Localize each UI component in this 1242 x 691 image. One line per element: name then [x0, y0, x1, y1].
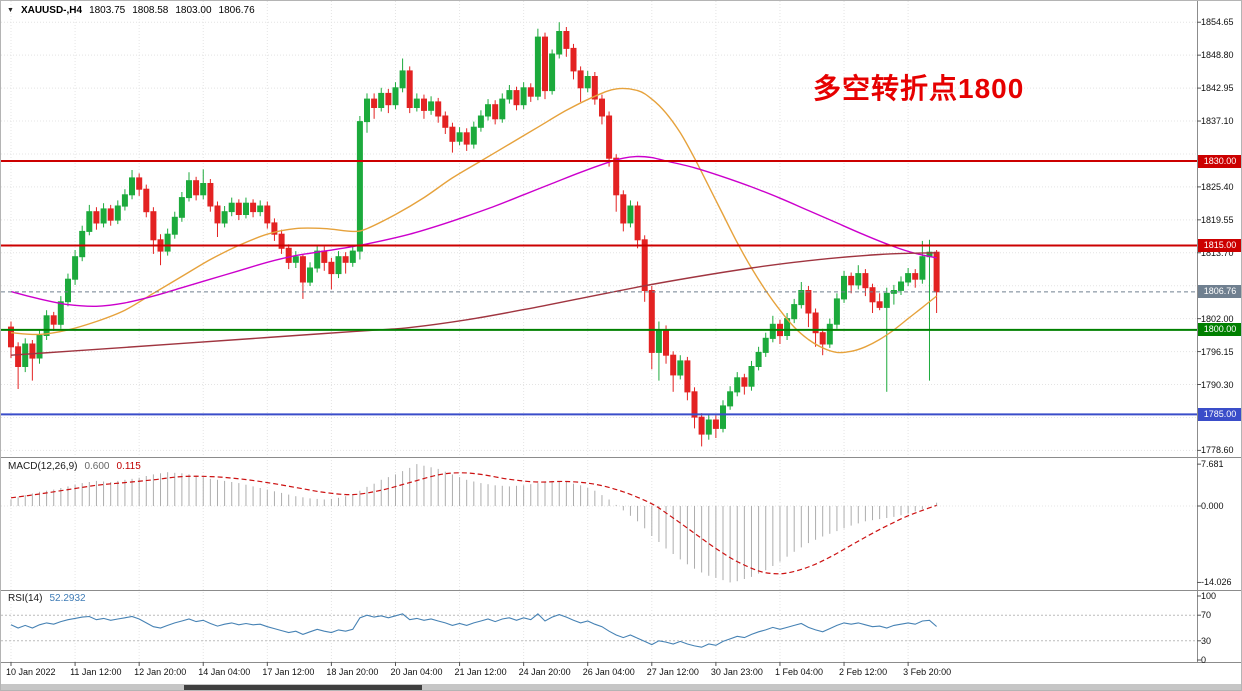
macd-signal-value: 0.115	[116, 461, 141, 472]
price-badge: 1785.00	[1198, 407, 1241, 421]
chart-title: ▼ XAUUSD-,H4 1803.75 1808.58 1803.00 180…	[7, 5, 255, 16]
price-badge: 1815.00	[1198, 238, 1241, 252]
ohlc-low: 1803.00	[175, 5, 212, 16]
ohlc-close: 1806.76	[218, 5, 255, 16]
axis-ticks	[10, 21, 1201, 666]
ma-fast-line	[10, 87, 938, 354]
macd-histogram	[10, 464, 938, 583]
ohlc-high: 1808.58	[132, 5, 169, 16]
rsi-name-label: RSI(14)	[8, 593, 43, 604]
candles-series	[8, 22, 940, 447]
scrollbar-thumb[interactable]	[184, 685, 422, 690]
grid	[1, 1, 1197, 662]
pane-separators	[1, 1, 1241, 663]
price-badge: 1800.00	[1198, 323, 1241, 337]
chart-collapse-icon[interactable]: ▼	[7, 7, 14, 14]
ohlc-open: 1803.75	[89, 5, 126, 16]
macd-signal-line	[10, 472, 937, 575]
annotation-text: 多空转折点1800	[813, 73, 1025, 104]
price-badge: 1806.76	[1198, 285, 1241, 299]
rsi-line	[10, 613, 937, 648]
ma-medium-line	[10, 155, 937, 308]
rsi-pane-label: RSI(14) 52.2932	[8, 593, 86, 604]
rsi-level-lines	[1, 614, 1197, 642]
bottom-scrollbar[interactable]	[1, 684, 1241, 690]
macd-name-label: MACD(12,26,9)	[8, 461, 78, 472]
symbol-period-label: XAUUSD-,H4	[20, 5, 83, 16]
price-badge: 1830.00	[1198, 154, 1241, 168]
macd-pane-label: MACD(12,26,9) 0.600 0.115	[8, 461, 141, 472]
macd-main-value: 0.600	[84, 461, 110, 472]
rsi-value: 52.2932	[49, 593, 86, 604]
ma-slow-line	[10, 252, 937, 356]
